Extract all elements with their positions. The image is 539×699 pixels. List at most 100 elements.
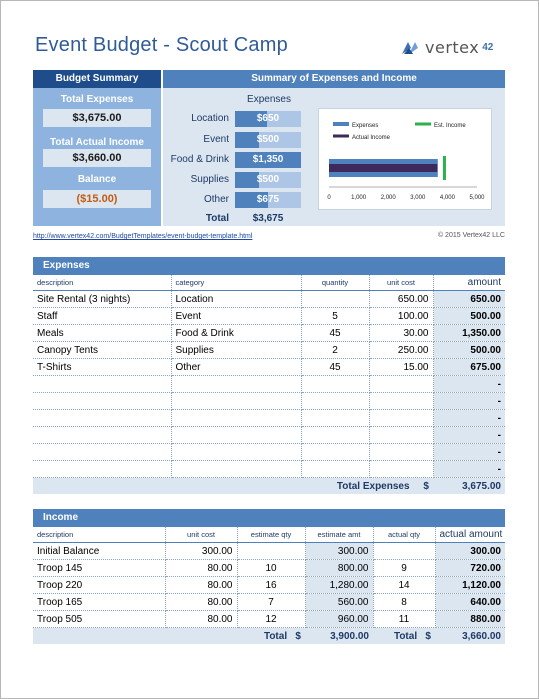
expense-cell[interactable]: Site Rental (3 nights) — [33, 290, 172, 308]
income-cell[interactable]: 11 — [373, 610, 436, 628]
expense-cell[interactable]: 1,350.00 — [433, 324, 505, 342]
income-cell[interactable]: 8 — [373, 593, 436, 611]
income-cell[interactable]: Troop 505 — [33, 610, 166, 628]
expenses-summary-value: $500 — [256, 134, 280, 145]
income-cell[interactable]: 9 — [373, 559, 436, 577]
expense-cell[interactable]: Other — [171, 358, 302, 376]
income-cell[interactable]: 640.00 — [435, 593, 505, 611]
expense-cell[interactable] — [171, 426, 302, 444]
expense-cell[interactable]: 650.00 — [433, 290, 505, 308]
income-cell[interactable] — [373, 542, 436, 560]
expense-cell[interactable]: - — [433, 392, 505, 410]
expense-cell[interactable] — [171, 443, 302, 461]
expense-row: - — [33, 443, 505, 461]
income-cell[interactable]: 7 — [237, 593, 306, 611]
income-cell[interactable] — [237, 542, 306, 560]
income-cell[interactable]: 880.00 — [435, 610, 505, 628]
expense-cell[interactable]: 100.00 — [369, 307, 434, 325]
expense-cell[interactable]: 45 — [301, 358, 370, 376]
income-table: description unit cost estimate qty estimate… — [33, 527, 505, 644]
expense-cell[interactable] — [33, 375, 172, 393]
expense-cell[interactable]: 500.00 — [433, 307, 505, 325]
expense-cell[interactable]: 30.00 — [369, 324, 434, 342]
expenses-table: description category quantity unit cost amou… — [33, 275, 505, 494]
expense-cell[interactable]: Meals — [33, 324, 172, 342]
expense-cell[interactable]: - — [433, 443, 505, 461]
income-cell[interactable]: 10 — [237, 559, 306, 577]
income-cell[interactable]: 720.00 — [435, 559, 505, 577]
income-cell[interactable]: 560.00 — [305, 593, 374, 611]
expense-cell[interactable]: - — [433, 460, 505, 478]
expense-cell[interactable]: Supplies — [171, 341, 302, 359]
expense-cell[interactable] — [369, 443, 434, 461]
income-cell[interactable]: 12 — [237, 610, 306, 628]
expense-cell[interactable]: - — [433, 426, 505, 444]
income-cell[interactable]: 80.00 — [165, 559, 238, 577]
expense-cell[interactable]: Canopy Tents — [33, 341, 172, 359]
expense-cell[interactable]: 5 — [301, 307, 370, 325]
expense-cell[interactable] — [171, 375, 302, 393]
expense-cell[interactable] — [301, 443, 370, 461]
income-cell[interactable]: 300.00 — [305, 542, 374, 560]
expense-cell[interactable] — [369, 460, 434, 478]
expense-cell[interactable] — [33, 409, 172, 427]
expense-cell[interactable]: 2 — [301, 341, 370, 359]
expense-cell[interactable] — [369, 426, 434, 444]
expense-cell[interactable]: 675.00 — [433, 358, 505, 376]
expense-cell[interactable] — [171, 392, 302, 410]
expense-cell[interactable]: 650.00 — [369, 290, 434, 308]
expense-cell[interactable]: - — [433, 409, 505, 427]
x-tick-label: 5,000 — [469, 195, 485, 201]
income-cell[interactable]: 1,120.00 — [435, 576, 505, 594]
expense-cell[interactable]: - — [433, 375, 505, 393]
expense-cell[interactable] — [301, 426, 370, 444]
expense-cell[interactable]: 45 — [301, 324, 370, 342]
expense-cell[interactable] — [171, 409, 302, 427]
expenses-summary-fill — [235, 192, 268, 208]
expense-cell[interactable] — [369, 392, 434, 410]
x-tick-label: 4,000 — [440, 195, 456, 201]
expense-cell[interactable] — [301, 290, 370, 308]
expense-cell[interactable]: Staff — [33, 307, 172, 325]
income-cell[interactable]: 80.00 — [165, 610, 238, 628]
expense-cell[interactable] — [33, 426, 172, 444]
income-cell[interactable]: 800.00 — [305, 559, 374, 577]
income-cell[interactable]: Troop 145 — [33, 559, 166, 577]
expenses-total-label: Total Expenses $ — [33, 477, 433, 494]
expense-cell[interactable] — [301, 375, 370, 393]
income-cell[interactable]: 16 — [237, 576, 306, 594]
income-cell[interactable]: 300.00 — [435, 542, 505, 560]
income-cell[interactable]: 80.00 — [165, 593, 238, 611]
income-cell[interactable]: Initial Balance — [33, 542, 166, 560]
expense-income-chart: Expenses Est. Income Actual Income 0 1,000 2,… — [318, 108, 492, 210]
expense-cell[interactable] — [33, 443, 172, 461]
expenses-summary-value: $500 — [256, 174, 280, 185]
template-link[interactable]: http://www.vertex42.com/BudgetTemplates/… — [33, 233, 253, 240]
expenses-column-header: unit cost — [369, 275, 434, 291]
expenses-summary-total-label: Total — [205, 213, 229, 224]
income-cell[interactable]: 80.00 — [165, 576, 238, 594]
expense-cell[interactable] — [301, 392, 370, 410]
income-cell[interactable]: Troop 165 — [33, 593, 166, 611]
expense-cell[interactable] — [33, 392, 172, 410]
expense-cell[interactable]: Event — [171, 307, 302, 325]
copyright: © 2015 Vertex42 LLC — [437, 232, 505, 239]
expense-cell[interactable]: 250.00 — [369, 341, 434, 359]
expense-cell[interactable]: T-Shirts — [33, 358, 172, 376]
expense-cell[interactable]: Food & Drink — [171, 324, 302, 342]
expense-cell[interactable] — [369, 375, 434, 393]
income-cell[interactable]: 300.00 — [165, 542, 238, 560]
expense-cell[interactable] — [171, 460, 302, 478]
income-cell[interactable]: 960.00 — [305, 610, 374, 628]
x-tick-label: 0 — [327, 195, 331, 201]
income-cell[interactable]: Troop 220 — [33, 576, 166, 594]
income-cell[interactable]: 14 — [373, 576, 436, 594]
expense-cell[interactable] — [301, 409, 370, 427]
expense-cell[interactable]: Location — [171, 290, 302, 308]
expense-cell[interactable] — [33, 460, 172, 478]
expense-cell[interactable] — [301, 460, 370, 478]
expense-cell[interactable]: 500.00 — [433, 341, 505, 359]
expense-cell[interactable] — [369, 409, 434, 427]
expense-cell[interactable]: 15.00 — [369, 358, 434, 376]
income-cell[interactable]: 1,280.00 — [305, 576, 374, 594]
